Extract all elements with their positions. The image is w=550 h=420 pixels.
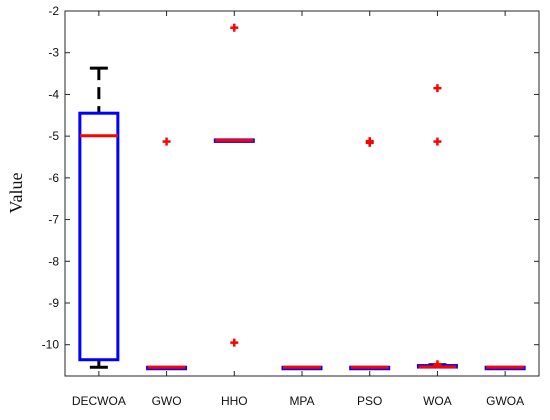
x-tick-label: GWO xyxy=(152,394,182,408)
box-gwo xyxy=(146,137,188,371)
y-tick-label: -2 xyxy=(48,4,59,18)
y-tick-label: -8 xyxy=(48,254,59,268)
box-gwoa xyxy=(484,365,526,371)
y-tick-label: -9 xyxy=(48,296,59,310)
outlier-marker xyxy=(230,338,239,347)
box-iqr xyxy=(78,111,120,362)
x-tick-label: HHO xyxy=(221,394,248,408)
outlier-marker xyxy=(433,84,442,93)
box-decwoa xyxy=(78,66,120,369)
y-tick-label: -5 xyxy=(48,129,59,143)
box-hho xyxy=(213,23,255,347)
box-woa xyxy=(416,84,458,369)
outlier-marker xyxy=(230,23,239,32)
x-tick-label: GWOA xyxy=(486,394,524,408)
x-tick-label: DECWOA xyxy=(72,394,126,408)
outlier-marker xyxy=(433,137,442,146)
plot-frame xyxy=(64,10,540,377)
box-mpa xyxy=(281,365,323,371)
y-tick-label: -4 xyxy=(48,87,59,101)
x-axis: DECWOA GWO HHO MPA PSO WOA GWOA xyxy=(72,11,524,408)
y-axis-label: Value xyxy=(6,172,26,213)
y-tick-label: -7 xyxy=(48,213,59,227)
x-tick-label: PSO xyxy=(357,394,382,408)
y-tick-label: -10 xyxy=(42,338,60,352)
boxes-layer xyxy=(78,23,526,371)
x-tick-label: WOA xyxy=(423,394,452,408)
y-tick-label: -6 xyxy=(48,171,59,185)
x-tick-label: MPA xyxy=(289,394,314,408)
box-pso xyxy=(349,137,391,371)
y-axis: -2 -3 -4 -5 -6 -7 -8 -9 -10 xyxy=(42,4,539,352)
outlier-marker xyxy=(365,138,374,147)
y-tick-label: -3 xyxy=(48,46,59,60)
outlier-marker xyxy=(162,137,171,146)
outlier-marker xyxy=(433,360,442,369)
